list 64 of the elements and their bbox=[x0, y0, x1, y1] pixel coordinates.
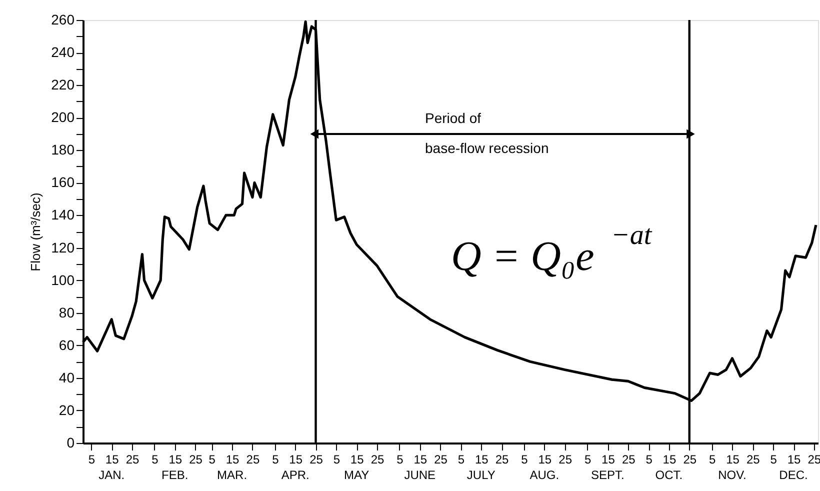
x-tick-label: 25 bbox=[370, 452, 384, 466]
annotation: Period of base-flow recession bbox=[425, 110, 549, 156]
x-tick-label: 5 bbox=[396, 452, 404, 466]
text: MAR. bbox=[217, 468, 248, 482]
x-tick-label: 25 bbox=[126, 452, 140, 466]
text: JULY bbox=[466, 468, 496, 482]
x-tick-label: 5 bbox=[458, 452, 465, 466]
x-tick-label: 5 bbox=[770, 452, 778, 466]
text: AUG. bbox=[530, 468, 560, 482]
x-tick-label: 15 bbox=[168, 452, 182, 466]
x-tick-label: 25 bbox=[683, 452, 697, 466]
x-tick-label: 15 bbox=[726, 452, 740, 466]
x-tick-label: 15 bbox=[662, 452, 676, 466]
x-tick-label: 25 bbox=[189, 452, 203, 466]
annotation: Q = Q₀e−at bbox=[451, 220, 653, 280]
x-tick-label: 5 bbox=[152, 452, 159, 466]
x-tick-label: 15 bbox=[414, 452, 428, 466]
text: JAN. bbox=[98, 468, 125, 482]
y-tick-label: 160 bbox=[51, 174, 75, 190]
x-tick-label: 5 bbox=[208, 452, 216, 466]
x-tick-label: 15 bbox=[289, 452, 303, 466]
text: FEB. bbox=[162, 468, 188, 482]
y-tick-label: 120 bbox=[51, 239, 75, 256]
text: OCT. bbox=[655, 468, 683, 482]
x-tick-label: 15 bbox=[602, 452, 616, 466]
y-tick-label: 220 bbox=[51, 76, 75, 93]
text: NOV. bbox=[718, 468, 746, 482]
x-tick-label: 25 bbox=[495, 452, 510, 466]
x-tick-label: 15 bbox=[105, 452, 120, 466]
y-tick-label: 100 bbox=[51, 272, 75, 288]
text: JUNE bbox=[404, 468, 436, 482]
y-tick-label: 200 bbox=[51, 109, 75, 126]
y-tick-label: 40 bbox=[58, 369, 75, 386]
y-tick-label: 80 bbox=[58, 304, 75, 320]
x-tick-label: 5 bbox=[584, 452, 592, 466]
x-tick-label: 5 bbox=[521, 452, 528, 466]
y-tick-label: 260 bbox=[51, 12, 75, 28]
x-tick-label: 15 bbox=[226, 452, 240, 466]
y-tick-label: 240 bbox=[51, 44, 75, 60]
x-tick-label: 25 bbox=[558, 452, 572, 466]
x-tick-label: 25 bbox=[434, 452, 448, 466]
text: APR. bbox=[281, 468, 310, 482]
x-tick-label: 5 bbox=[88, 452, 96, 466]
x-tick-label: 15 bbox=[474, 452, 489, 466]
y-axis-title: Flow (m³/sec) bbox=[28, 192, 44, 272]
x-tick-label: 5 bbox=[272, 452, 280, 466]
x-tick-label: 25 bbox=[746, 452, 760, 466]
y-tick-label: 180 bbox=[51, 142, 75, 158]
y-tick-label: 60 bbox=[58, 336, 75, 353]
x-tick-label: 15 bbox=[350, 452, 364, 466]
x-tick-label: 5 bbox=[646, 452, 653, 466]
x-tick-label: 15 bbox=[538, 452, 552, 466]
text: DEC. bbox=[779, 468, 808, 482]
x-tick-label: 5 bbox=[333, 452, 340, 466]
x-tick-label: 15 bbox=[787, 452, 801, 466]
text: SEPT. bbox=[591, 468, 624, 482]
y-tick-label: 20 bbox=[58, 402, 75, 418]
x-tick-label: 25 bbox=[310, 452, 324, 466]
y-tick-label: 140 bbox=[51, 206, 75, 223]
x-tick-label: 25 bbox=[622, 452, 636, 466]
x-tick-label: 5 bbox=[708, 452, 716, 466]
y-tick-label: 0 bbox=[66, 434, 75, 450]
x-tick-label: 25 bbox=[246, 452, 260, 466]
text: MAY bbox=[344, 468, 370, 482]
